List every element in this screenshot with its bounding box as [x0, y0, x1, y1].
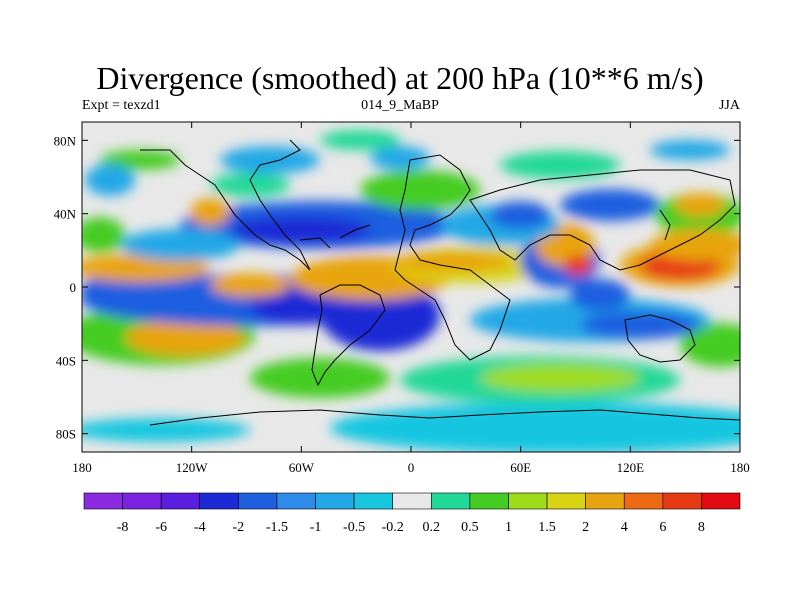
longitude-axis: 180 120W 60W 0 60E 120E 180	[72, 122, 750, 475]
colorbar-swatch	[199, 492, 239, 510]
lon-tick-label: 60W	[289, 460, 315, 475]
colorbar-swatch	[353, 492, 394, 510]
colorbar-swatch	[623, 492, 664, 510]
experiment-label: Expt = texzd1	[82, 98, 161, 113]
colorbar-label: -1	[310, 520, 322, 535]
run-label: 014_9_MaBP	[361, 98, 439, 113]
colorbar-label: -0.2	[382, 520, 404, 535]
lat-tick-label: 0	[70, 280, 77, 295]
lat-tick-label: 80N	[54, 133, 77, 148]
colorbar-swatch	[662, 492, 702, 510]
colorbar-label: -6	[155, 520, 167, 535]
season-label: JJA	[718, 98, 740, 113]
colorbar-label: 1	[505, 520, 512, 535]
coastlines	[140, 139, 740, 426]
latitude-axis: 80N 40N 0 40S 80S	[54, 133, 740, 442]
lon-tick-label: 60E	[510, 460, 531, 475]
colorbar-label: -0.5	[343, 520, 365, 535]
colorbar-swatch	[276, 492, 316, 510]
lat-tick-label: 80S	[56, 427, 76, 442]
field-layer	[82, 122, 740, 452]
colorbar-swatch	[160, 492, 201, 510]
colorbar-label: 2	[582, 520, 589, 535]
lon-tick-label: 120E	[617, 460, 645, 475]
lon-tick-label: 180	[730, 460, 750, 475]
colorbar-swatch	[122, 492, 162, 510]
colorbar-label: -1.5	[266, 520, 288, 535]
colorbar-swatch	[430, 492, 471, 510]
lon-tick-label: 0	[408, 460, 415, 475]
colorbar-swatch	[392, 492, 432, 510]
colorbar-label: 8	[698, 520, 705, 535]
colorbar-label: 4	[621, 520, 628, 535]
lon-tick-label: 120W	[176, 460, 209, 475]
lat-tick-label: 40N	[54, 207, 77, 222]
colorbar-swatch	[83, 492, 123, 510]
colorbar-label: 6	[659, 520, 666, 535]
lat-tick-label: 40S	[56, 353, 76, 368]
colorbar-label: -4	[194, 520, 206, 535]
colorbar-swatch	[315, 492, 355, 510]
colorbar-label: -2	[233, 520, 245, 535]
colorbar-label: 0.2	[423, 520, 441, 535]
colorbar-swatch	[469, 492, 509, 510]
map-title: Divergence (smoothed) at 200 hPa (10**6 …	[96, 60, 704, 96]
colorbar-swatch	[546, 492, 586, 510]
lon-tick-label: 180	[72, 460, 92, 475]
colorbar: -8 -6 -4 -2 -1.5 -1 -0.5 -0.2 0.2 0.5 1 1.5 2 4 6 8	[83, 492, 741, 535]
colorbar-label: -8	[117, 520, 129, 535]
colorbar-label: 1.5	[538, 520, 556, 535]
colorbar-swatch	[585, 492, 625, 510]
colorbar-swatch	[238, 492, 278, 510]
colorbar-swatch	[701, 492, 741, 510]
colorbar-label: 0.5	[461, 520, 479, 535]
colorbar-swatch	[508, 492, 548, 510]
